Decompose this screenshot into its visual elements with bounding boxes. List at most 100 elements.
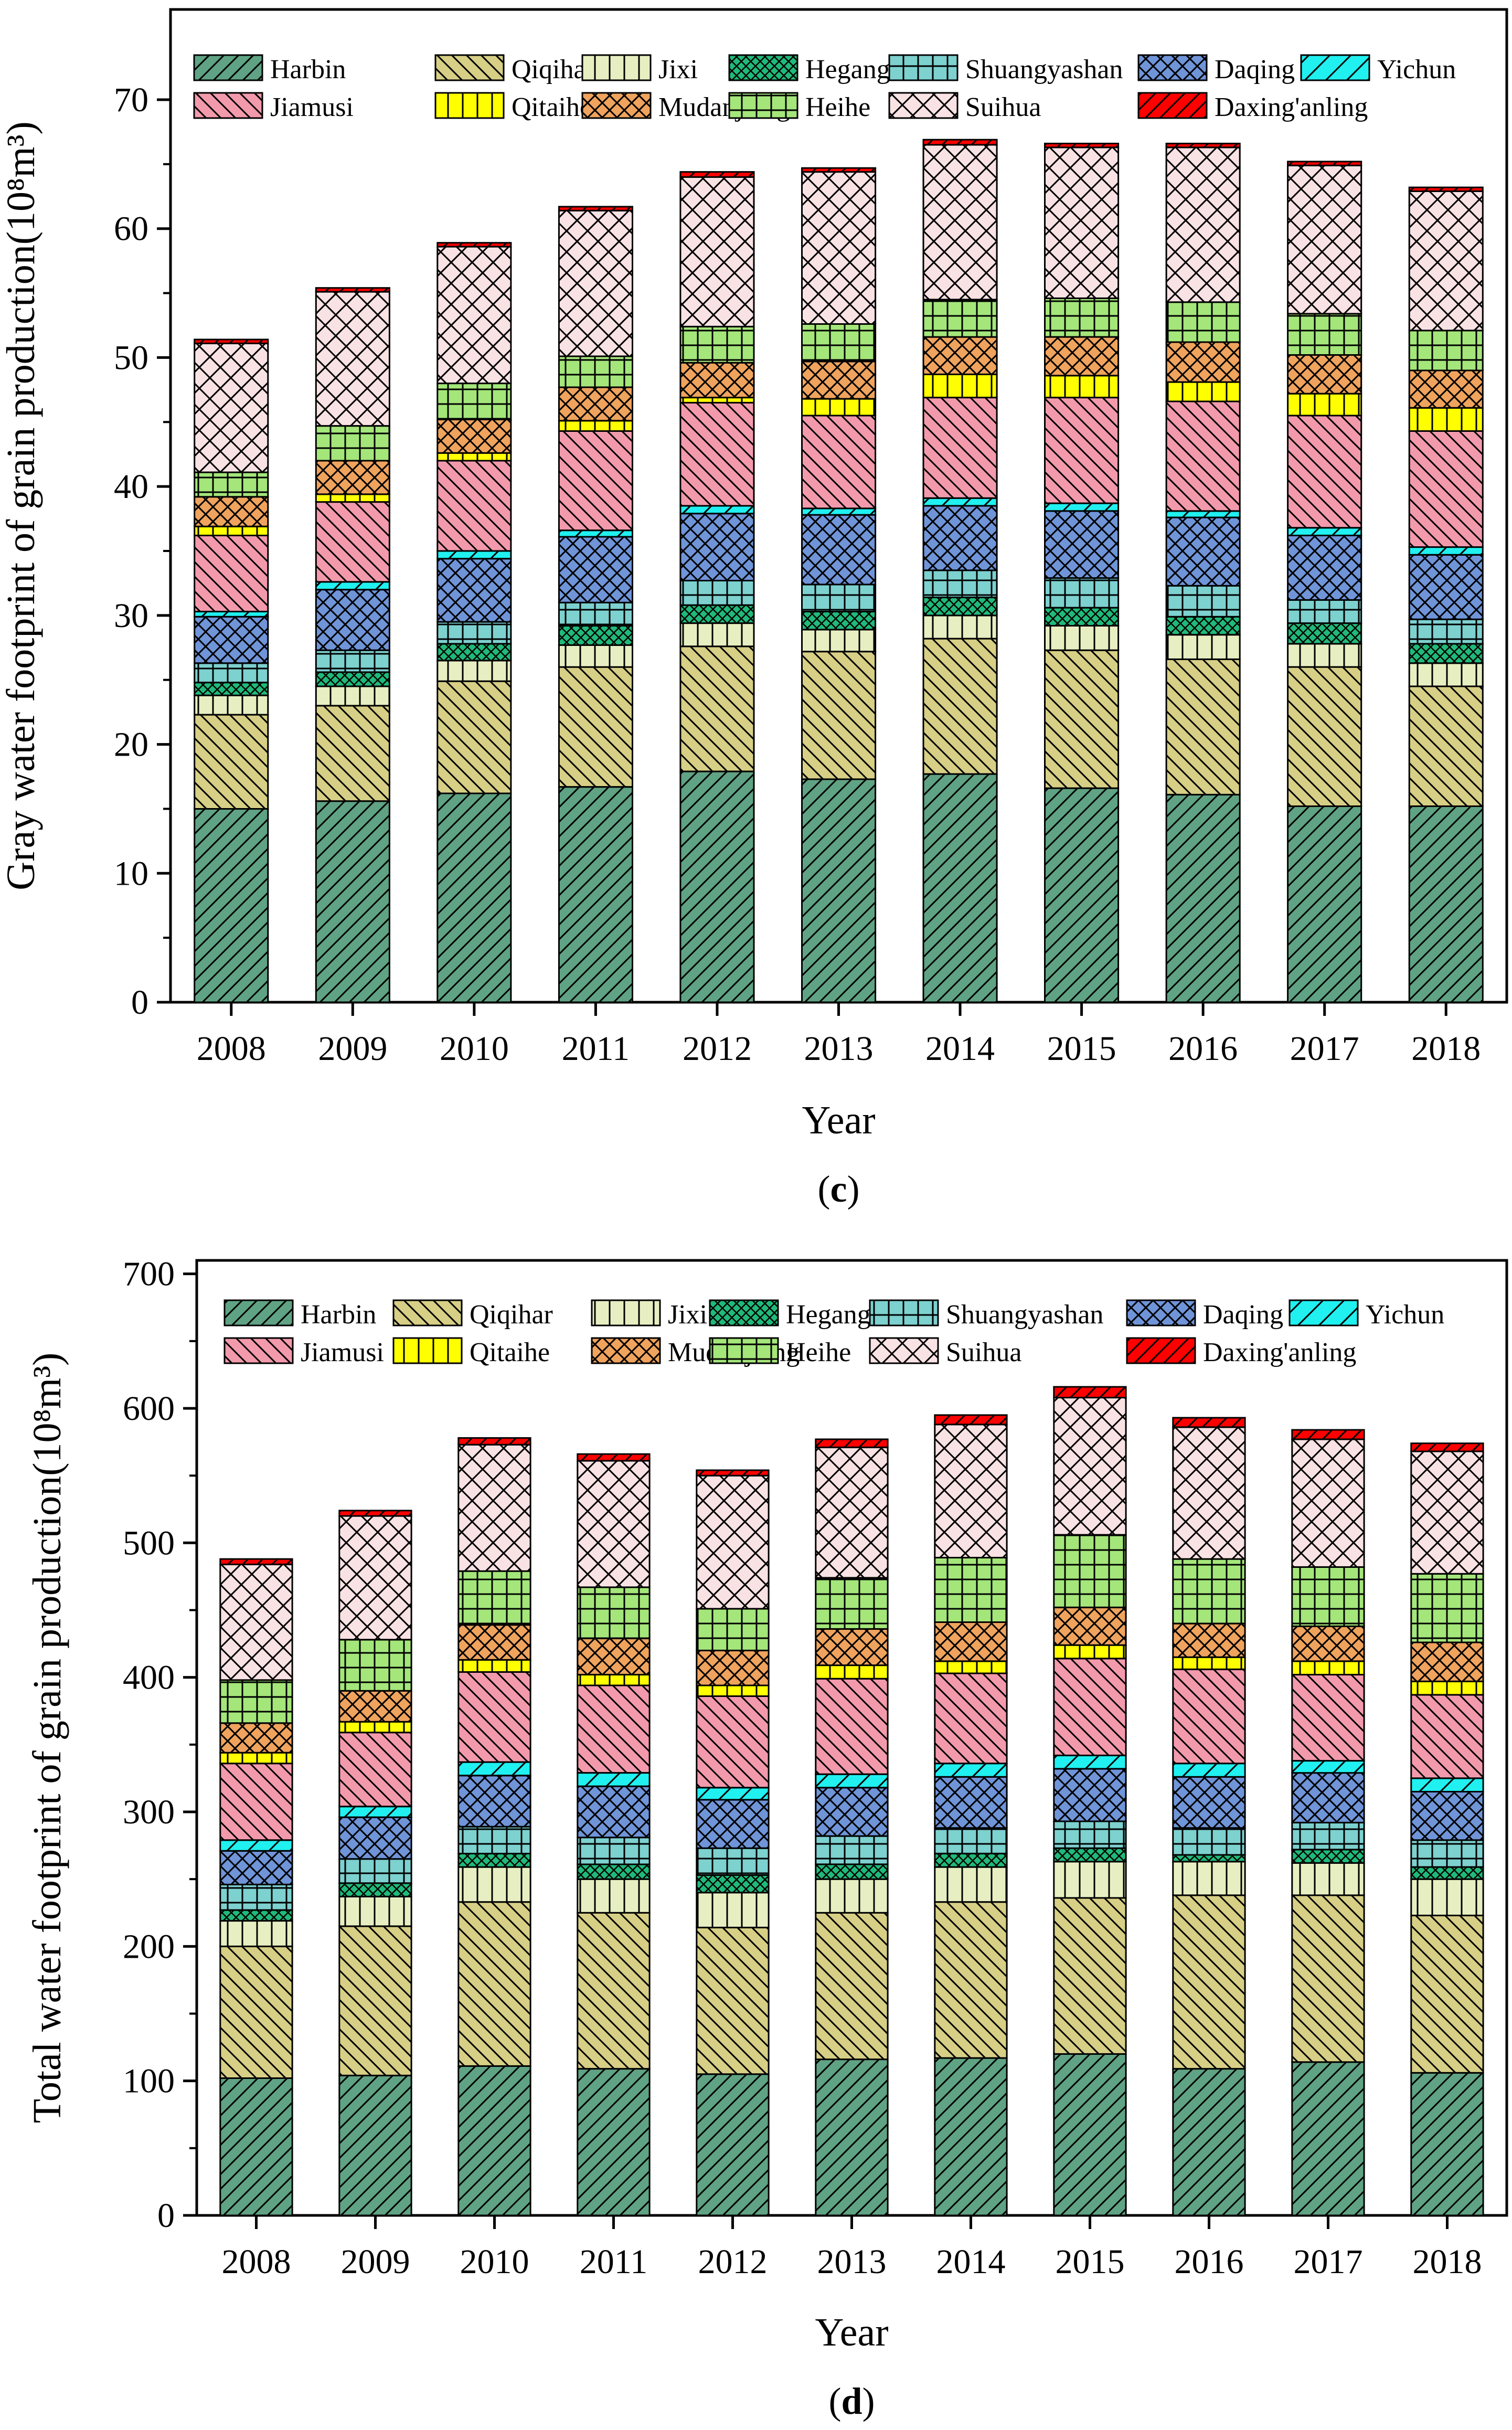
bar-daxinganling-2015 [1053,1386,1127,1398]
bar-daxinganling-2011 [558,206,634,211]
y-tick-label: 100 [123,2062,175,2100]
bar-harbin-2018 [1410,2072,1484,2216]
legend-label: Daxing'anling [1203,1338,1356,1367]
bar-daxinganling-2016 [1172,1417,1246,1428]
bar-qitaihe-2014 [922,373,998,399]
legend-swatch-jixi [581,54,652,81]
bar-daxinganling-2012 [679,171,755,178]
y-tick-label: 0 [157,2196,175,2235]
x-tick-label: 2012 [698,2243,768,2281]
bar-harbin-2012 [679,770,755,1003]
bar-yichun-2017 [1291,1760,1365,1774]
bar-jixi-2012 [696,1892,770,1928]
bar-jixi-2017 [1291,1862,1365,1896]
bar-shuangyashan-2014 [934,1827,1008,1854]
bar-harbin-2018 [1408,805,1484,1003]
bar-qiqihar-2016 [1172,1894,1246,2070]
bar-qitaihe-2015 [1044,375,1120,399]
bar-yichun-2018 [1408,546,1484,556]
bar-daxinganling-2008 [219,1558,293,1565]
legend-label: Harbin [301,1300,376,1330]
bar-daxinganling-2018 [1410,1442,1484,1452]
legend-label: Daqing [1203,1300,1283,1330]
panel-label-c: (c) [818,1168,860,1210]
bar-mudanjiang-2018 [1410,1641,1484,1682]
x-tick-label: 2010 [460,2243,529,2281]
bar-yichun-2011 [558,529,634,538]
x-tick-label: 2016 [1168,1030,1238,1068]
bar-harbin-2009 [315,800,390,1003]
bar-jiamusi-2018 [1410,1694,1484,1779]
bar-yichun-2016 [1172,1763,1246,1778]
bar-daxinganling-2009 [315,287,390,293]
y-axis-label-c: Gray water footprint of grain production… [0,121,43,890]
bar-yichun-2014 [922,497,998,507]
bar-qitaihe-2011 [558,420,634,432]
bar-mudanjiang-2009 [315,460,390,495]
legend-swatch-jiamusi [223,1337,294,1364]
legend-label: Harbin [270,55,346,84]
bar-jiamusi-2013 [801,415,877,510]
bar-daqing-2010 [457,1775,531,1828]
bar-mudanjiang-2011 [577,1637,651,1676]
legend-swatch-jiamusi [193,92,263,119]
bar-heihe-2009 [338,1639,412,1692]
bar-suihua-2009 [338,1515,412,1641]
bar-daxinganling-2018 [1408,186,1484,193]
bar-heihe-2015 [1053,1534,1127,1608]
bar-daqing-2014 [922,505,998,571]
legend-label: Qiqihar [512,55,595,84]
bar-jixi-2009 [315,685,390,707]
bar-jixi-2008 [219,1920,293,1947]
bar-jixi-2012 [679,622,755,648]
bar-jiamusi-2010 [457,1671,531,1763]
bar-mudanjiang-2013 [801,360,877,400]
y-axis-label-d: Total water footprint of grain productio… [25,1353,69,2124]
bar-yichun-2010 [457,1761,531,1777]
bar-hegang-2016 [1172,1854,1246,1863]
bar-jixi-2016 [1165,634,1241,660]
bar-heihe-2018 [1408,330,1484,372]
bar-yichun-2013 [815,1773,889,1789]
bar-jiamusi-2008 [219,1763,293,1841]
bar-suihua-2015 [1053,1397,1127,1536]
bar-qitaihe-2008 [219,1752,293,1765]
x-tick-label: 2016 [1175,2243,1244,2281]
bar-harbin-2017 [1287,805,1362,1003]
bar-qitaihe-2010 [457,1659,531,1673]
bar-qitaihe-2017 [1291,1660,1365,1675]
bar-qiqihar-2015 [1053,1897,1127,2055]
bar-yichun-2012 [696,1787,770,1801]
y-tick-label: 60 [114,210,148,248]
x-tick-label: 2018 [1413,2243,1482,2281]
y-tick-label: 0 [131,983,148,1022]
bar-jixi-2015 [1053,1861,1127,1899]
bar-shuangyashan-2011 [577,1837,651,1865]
legend-label: Heihe [805,92,870,122]
legend-swatch-suihua [888,92,959,119]
x-axis-label-d: Year [815,2310,888,2354]
y-tick-label: 20 [114,726,148,764]
bar-harbin-2015 [1053,2053,1127,2216]
bar-shuangyashan-2016 [1172,1827,1246,1856]
legend-swatch-shuangyashan [888,54,959,81]
bar-suihua-2008 [219,1563,293,1681]
legend-swatch-qiqihar [392,1299,463,1327]
legend-label: Shuangyashan [965,55,1123,84]
bar-harbin-2011 [558,786,634,1003]
bar-qiqihar-2018 [1410,1914,1484,2074]
bar-daqing-2011 [577,1785,651,1839]
bar-jiamusi-2016 [1165,400,1241,512]
bar-daqing-2018 [1410,1791,1484,1841]
bar-qitaihe-2010 [436,452,512,462]
legend-swatch-suihua [869,1337,939,1364]
bar-daqing-2012 [679,513,755,582]
bar-harbin-2008 [194,808,269,1003]
bar-harbin-2008 [219,2077,293,2216]
x-tick-label: 2008 [222,2243,291,2281]
y-axis-d: 0 100 200 300 400 500 600 700 [123,1255,197,2235]
legend-swatch-jixi [591,1299,661,1327]
bar-jiamusi-2014 [934,1672,1008,1765]
bar-hegang-2018 [1410,1866,1484,1880]
